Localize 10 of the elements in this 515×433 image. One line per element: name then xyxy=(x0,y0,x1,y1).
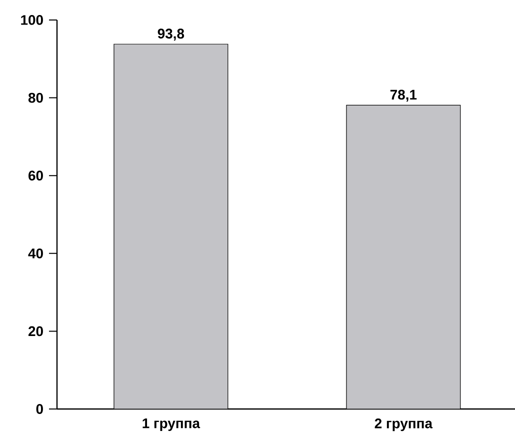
x-tick-label: 1 группа xyxy=(142,418,200,431)
data-label: 93,8 xyxy=(158,28,184,41)
x-tick-label: 2 группа xyxy=(374,418,433,432)
y-tick-label: 20 xyxy=(28,326,43,336)
data-label: 78,1 xyxy=(390,90,417,102)
y-tick-label: 80 xyxy=(28,92,43,103)
y-tick-label: 40 xyxy=(28,248,43,258)
y-tick-label: 0 xyxy=(36,404,43,414)
y-tick-label: 60 xyxy=(28,170,43,181)
y-tick-label: 100 xyxy=(21,15,43,25)
